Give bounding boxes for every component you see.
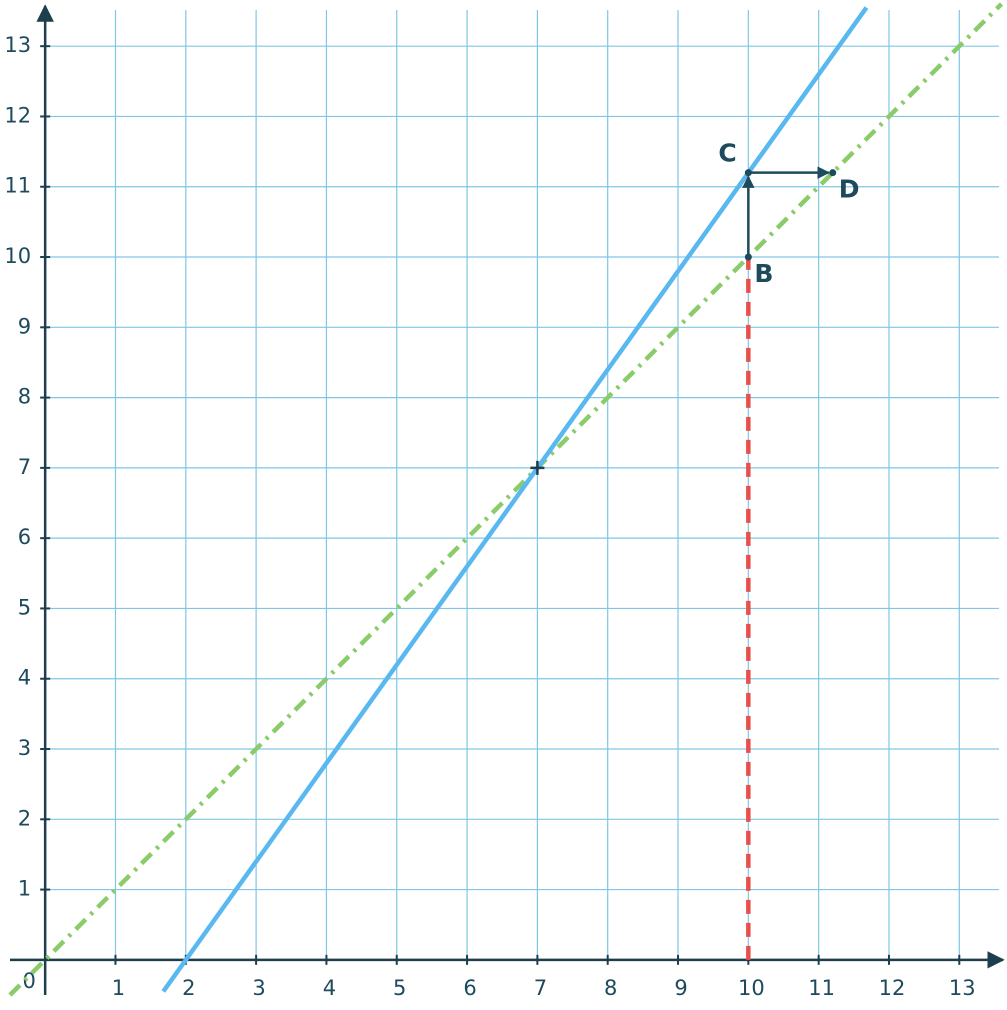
x-tick-label: 6 — [463, 976, 476, 1000]
y-tick-label: 3 — [18, 736, 31, 760]
origin-label: 0 — [22, 969, 35, 993]
x-tick-label: 10 — [738, 976, 765, 1000]
x-tick-label: 4 — [323, 976, 336, 1000]
y-tick-label: 12 — [4, 103, 31, 127]
y-tick-label: 9 — [18, 314, 31, 338]
point — [744, 253, 752, 261]
x-tick-label: 3 — [252, 976, 265, 1000]
y-tick-label: 8 — [18, 385, 31, 409]
x-tick-label: 1 — [112, 976, 125, 1000]
x-tick-label: 13 — [949, 976, 976, 1000]
x-tick-label: 12 — [879, 976, 906, 1000]
point-label: C — [718, 139, 736, 168]
y-tick-label: 7 — [18, 455, 31, 479]
point — [744, 169, 752, 177]
x-tick-label: 5 — [393, 976, 406, 1000]
y-tick-label: 10 — [4, 244, 31, 268]
y-tick-label: 5 — [18, 595, 31, 619]
y-tick-label: 11 — [4, 174, 31, 198]
x-tick-label: 2 — [182, 976, 195, 1000]
line — [8, 2, 1004, 997]
x-tick-label: 8 — [604, 976, 617, 1000]
y-tick-label: 13 — [4, 33, 31, 57]
x-tick-label: 11 — [808, 976, 835, 1000]
cross-marker — [530, 460, 545, 475]
point-label: D — [839, 175, 860, 204]
y-tick-label: 1 — [18, 877, 31, 901]
y-tick-label: 2 — [18, 806, 31, 830]
y-tick-label: 6 — [18, 525, 31, 549]
line — [161, 6, 869, 993]
point — [829, 169, 837, 177]
x-tick-label: 9 — [674, 976, 687, 1000]
y-tick-label: 4 — [18, 666, 31, 690]
x-tick-label: 7 — [534, 976, 547, 1000]
point-label: B — [754, 259, 773, 288]
